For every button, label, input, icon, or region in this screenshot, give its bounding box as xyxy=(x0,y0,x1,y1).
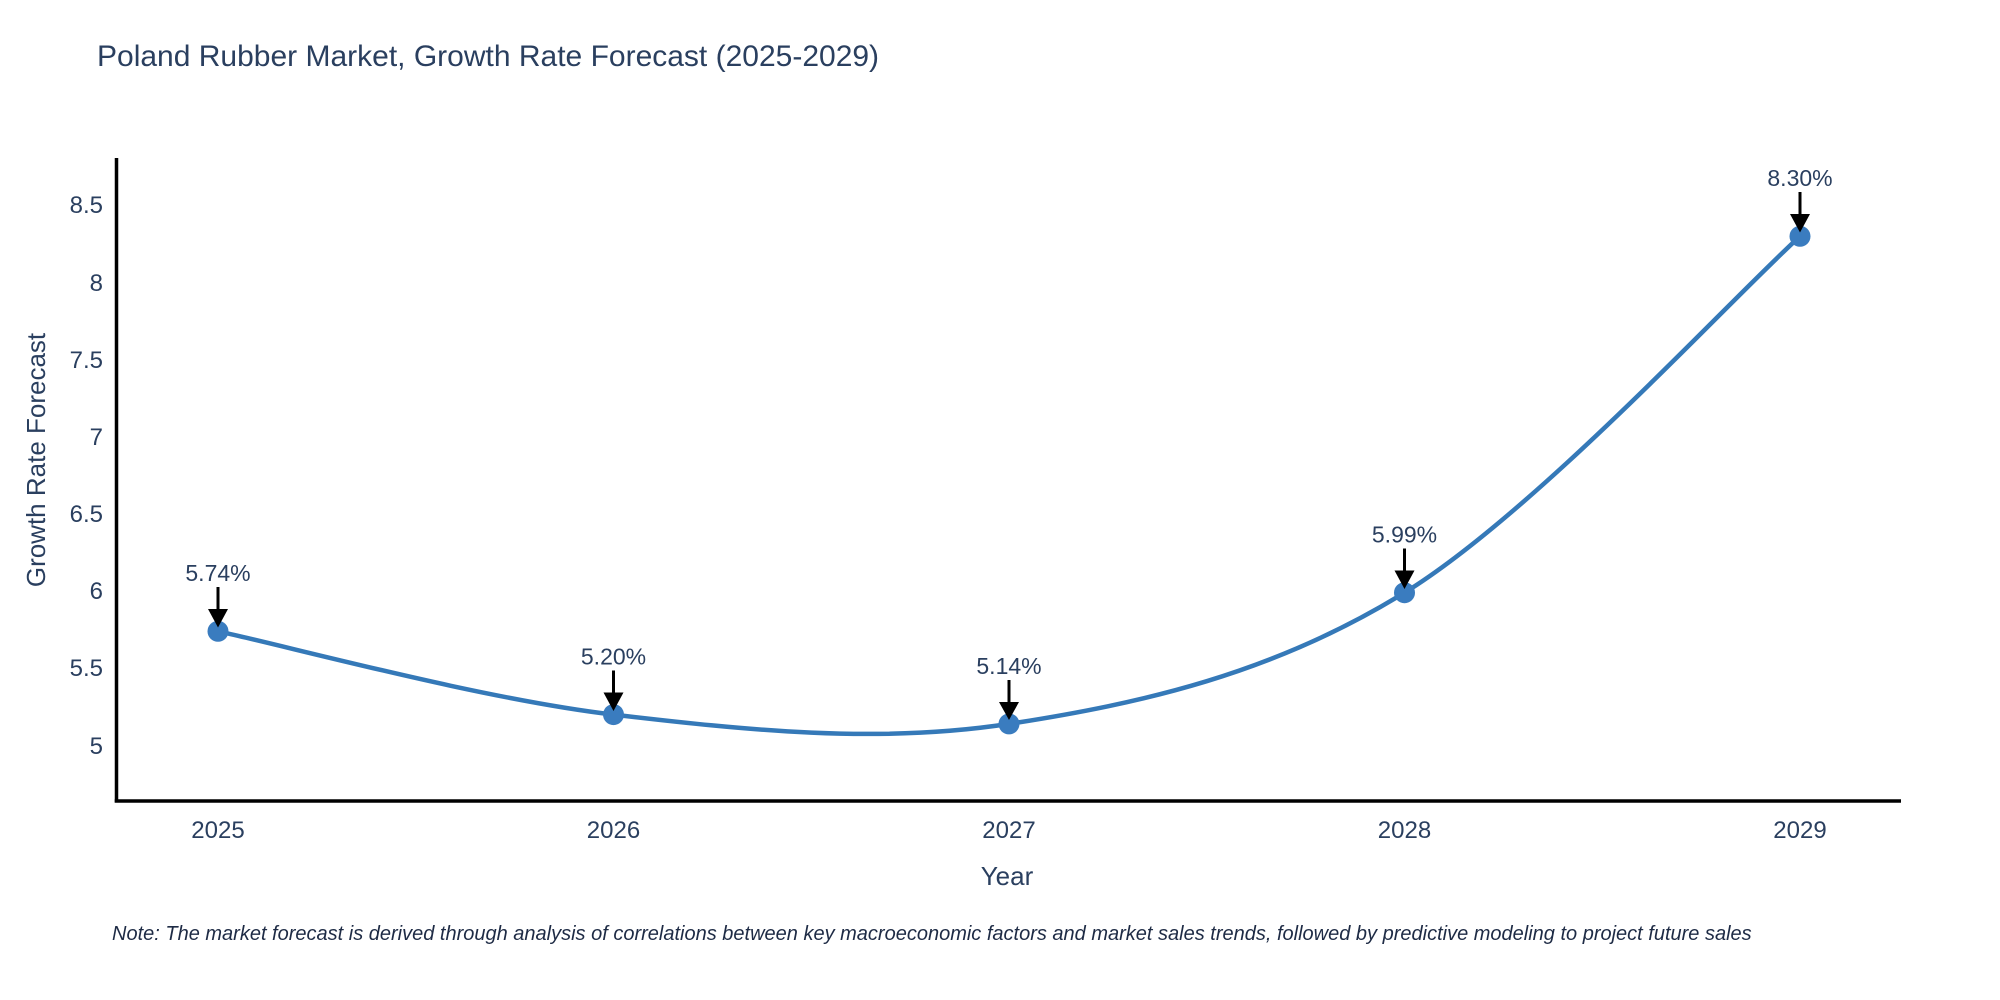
footnote: Note: The market forecast is derived thr… xyxy=(112,923,1752,945)
y-tick-5: 5 xyxy=(90,733,103,760)
data-points xyxy=(207,225,1811,735)
x-tick-2027: 2027 xyxy=(982,817,1035,844)
arrow-head-icon xyxy=(1394,570,1415,589)
annotation-label-2027: 5.14% xyxy=(976,653,1041,679)
annotation-2025: 5.74% xyxy=(185,560,251,628)
arrow-head-icon xyxy=(208,609,228,628)
chart-title: Poland Rubber Market, Growth Rate Foreca… xyxy=(97,40,879,73)
x-axis-ticks: 2025 2026 2027 2028 2029 xyxy=(191,817,1826,844)
y-tick-6p5: 6.5 xyxy=(70,501,103,528)
x-tick-2026: 2026 xyxy=(587,817,640,844)
annotation-2028: 5.99% xyxy=(1372,522,1437,589)
annotation-2026: 5.20% xyxy=(581,644,646,711)
arrow-head-icon xyxy=(1790,214,1810,233)
annotation-label-2025: 5.74% xyxy=(185,560,250,586)
arrow-head-icon xyxy=(999,702,1019,720)
data-point-2026[interactable] xyxy=(603,704,624,726)
annotation-label-2029: 8.30% xyxy=(1767,165,1832,191)
arrow-head-icon xyxy=(603,692,624,711)
x-tick-2025: 2025 xyxy=(191,817,244,844)
x-tick-2029: 2029 xyxy=(1773,817,1826,844)
x-axis-title: Year xyxy=(981,861,1034,891)
forecast-line xyxy=(215,234,1803,737)
y-axis-title: Growth Rate Forecast xyxy=(21,332,51,587)
data-point-2025[interactable] xyxy=(207,620,229,642)
y-axis-ticks: 8.5 8 7.5 7 6.5 6 5.5 5 xyxy=(70,192,103,760)
annotation-2027: 5.14% xyxy=(976,653,1042,720)
y-tick-5p5: 5.5 xyxy=(70,655,103,682)
annotation-label-2026: 5.20% xyxy=(581,644,646,670)
y-tick-8: 8 xyxy=(90,270,103,297)
y-tick-7: 7 xyxy=(90,424,103,451)
data-point-2027[interactable] xyxy=(998,713,1020,735)
data-point-2029[interactable] xyxy=(1789,225,1811,247)
y-tick-8p5: 8.5 xyxy=(70,192,103,219)
annotation-2029: 8.30% xyxy=(1767,165,1833,233)
annotation-label-2028: 5.99% xyxy=(1372,522,1437,548)
y-tick-7p5: 7.5 xyxy=(70,347,103,374)
x-tick-2028: 2028 xyxy=(1378,817,1431,844)
data-point-2028[interactable] xyxy=(1394,582,1415,604)
y-tick-6: 6 xyxy=(90,578,103,605)
